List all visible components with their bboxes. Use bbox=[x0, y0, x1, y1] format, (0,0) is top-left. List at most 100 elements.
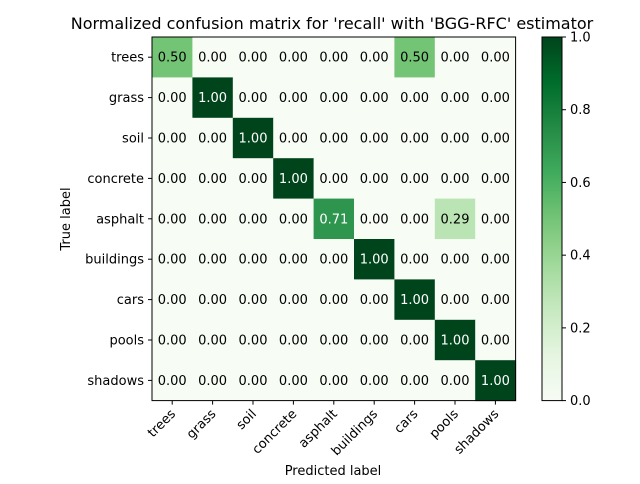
heatmap-cell bbox=[313, 158, 355, 200]
heatmap-cell bbox=[394, 360, 436, 402]
heatmap-cell bbox=[192, 77, 234, 119]
heatmap-cell bbox=[152, 158, 193, 200]
heatmap-cell bbox=[232, 117, 274, 159]
cell-value-label: 0.00 bbox=[279, 51, 308, 66]
colorbar bbox=[541, 36, 563, 402]
cell-value-label: 0.00 bbox=[198, 132, 227, 147]
heatmap-cell bbox=[394, 198, 436, 240]
heatmap-cell bbox=[152, 37, 193, 78]
heatmap-cells bbox=[152, 37, 517, 402]
heatmap-cell bbox=[475, 279, 517, 321]
heatmap-cell bbox=[232, 37, 274, 78]
colorbar-tick-label: 0.8 bbox=[570, 103, 591, 118]
heatmap-cell bbox=[434, 77, 476, 119]
heatmap-cell bbox=[313, 319, 355, 361]
cell-value-label: 1.00 bbox=[239, 132, 268, 147]
cell-value-label: 0.50 bbox=[400, 51, 429, 66]
cell-value-label: 0.00 bbox=[198, 172, 227, 187]
heatmap-cell bbox=[313, 279, 355, 321]
cell-value-labels: 0.50 0.00 0.00 0.00 0.00 0.00 0.50 0.00 0.00 0.00… bbox=[158, 51, 510, 389]
cell-value-label: 0.00 bbox=[239, 212, 268, 227]
heatmap-cell bbox=[152, 360, 193, 402]
heatmap-cell bbox=[192, 158, 234, 200]
cell-value-label: 1.00 bbox=[198, 91, 227, 106]
heatmap-cell bbox=[192, 360, 234, 402]
cell-value-label: 0.00 bbox=[481, 51, 510, 66]
cell-value-label: 0.00 bbox=[360, 334, 389, 349]
heatmap-cell bbox=[354, 239, 395, 280]
heatmap-cell bbox=[354, 37, 395, 78]
cell-value-label: 0.00 bbox=[158, 212, 187, 227]
heatmap-cell bbox=[152, 319, 193, 361]
heatmap-cell bbox=[354, 77, 395, 119]
heatmap-cell bbox=[313, 239, 355, 280]
y-axis-ticks: trees grass soil concrete asphalt buildings ca… bbox=[85, 51, 152, 389]
heatmap-cell bbox=[273, 37, 315, 78]
heatmap-cell bbox=[354, 158, 395, 200]
y-tick-label: buildings bbox=[85, 253, 144, 268]
cell-value-label: 0.00 bbox=[319, 51, 348, 66]
cell-value-label: 0.00 bbox=[441, 132, 470, 147]
cell-value-label: 0.00 bbox=[239, 91, 268, 106]
heatmap-cell bbox=[313, 37, 355, 78]
cell-value-label: 0.00 bbox=[198, 293, 227, 308]
heatmap-cell bbox=[394, 319, 436, 361]
heatmap-cell bbox=[394, 158, 436, 200]
heatmap-cell bbox=[313, 198, 355, 240]
cell-value-label: 0.00 bbox=[239, 172, 268, 187]
cell-value-label: 0.00 bbox=[441, 91, 470, 106]
colorbar-tick-label: 0.4 bbox=[570, 249, 591, 264]
y-tick-label: pools bbox=[109, 334, 144, 349]
cell-value-label: 0.00 bbox=[319, 132, 348, 147]
cell-value-label: 0.00 bbox=[400, 132, 429, 147]
y-tick-label: soil bbox=[122, 132, 144, 147]
cell-value-label: 0.00 bbox=[239, 253, 268, 268]
heatmap-cell bbox=[394, 117, 436, 159]
heatmap-cell bbox=[232, 279, 274, 321]
heatmap-cell bbox=[192, 279, 234, 321]
cell-value-label: 0.00 bbox=[319, 91, 348, 106]
cell-value-label: 0.00 bbox=[279, 253, 308, 268]
cell-value-label: 0.00 bbox=[198, 212, 227, 227]
heatmap-cell bbox=[152, 77, 193, 119]
y-tick-label: concrete bbox=[87, 172, 144, 187]
heatmap-cell bbox=[273, 360, 315, 402]
y-tick-label: shadows bbox=[87, 374, 144, 389]
heatmap-cell bbox=[192, 239, 234, 280]
heatmap-cell bbox=[394, 279, 436, 321]
cell-value-label: 0.00 bbox=[441, 293, 470, 308]
cell-value-label: 0.00 bbox=[481, 293, 510, 308]
heatmap-cell bbox=[273, 279, 315, 321]
heatmap-cell bbox=[192, 117, 234, 159]
cell-value-label: 0.00 bbox=[198, 253, 227, 268]
cell-value-label: 0.00 bbox=[481, 334, 510, 349]
cell-value-label: 0.00 bbox=[441, 51, 470, 66]
cell-value-label: 0.00 bbox=[481, 132, 510, 147]
heatmap-cell bbox=[273, 319, 315, 361]
colorbar-tick-label: 0.2 bbox=[570, 321, 591, 336]
cell-value-label: 0.00 bbox=[319, 172, 348, 187]
heatmap-cell bbox=[152, 239, 193, 280]
heatmap-cell bbox=[434, 319, 476, 361]
cell-value-label: 0.50 bbox=[158, 51, 187, 66]
heatmap-cell bbox=[434, 37, 476, 78]
heatmap-cell bbox=[434, 198, 476, 240]
cell-value-label: 0.71 bbox=[319, 212, 348, 227]
cell-value-label: 0.00 bbox=[198, 334, 227, 349]
heatmap-cell bbox=[475, 360, 517, 402]
cell-value-label: 0.00 bbox=[360, 212, 389, 227]
cell-value-label: 0.00 bbox=[400, 212, 429, 227]
cell-value-label: 0.00 bbox=[239, 334, 268, 349]
heatmap-cell bbox=[354, 117, 395, 159]
cell-value-label: 0.00 bbox=[158, 293, 187, 308]
cell-value-label: 0.00 bbox=[400, 91, 429, 106]
cell-value-label: 0.00 bbox=[158, 172, 187, 187]
colorbar-tick-label: 0.6 bbox=[570, 176, 591, 191]
cell-value-label: 0.00 bbox=[279, 212, 308, 227]
heatmap-cell bbox=[354, 360, 395, 402]
heatmap-cell bbox=[354, 319, 395, 361]
cell-value-label: 0.00 bbox=[441, 253, 470, 268]
heatmap-cell bbox=[434, 239, 476, 280]
heatmap-cell bbox=[232, 158, 274, 200]
cell-value-label: 0.00 bbox=[158, 374, 187, 389]
